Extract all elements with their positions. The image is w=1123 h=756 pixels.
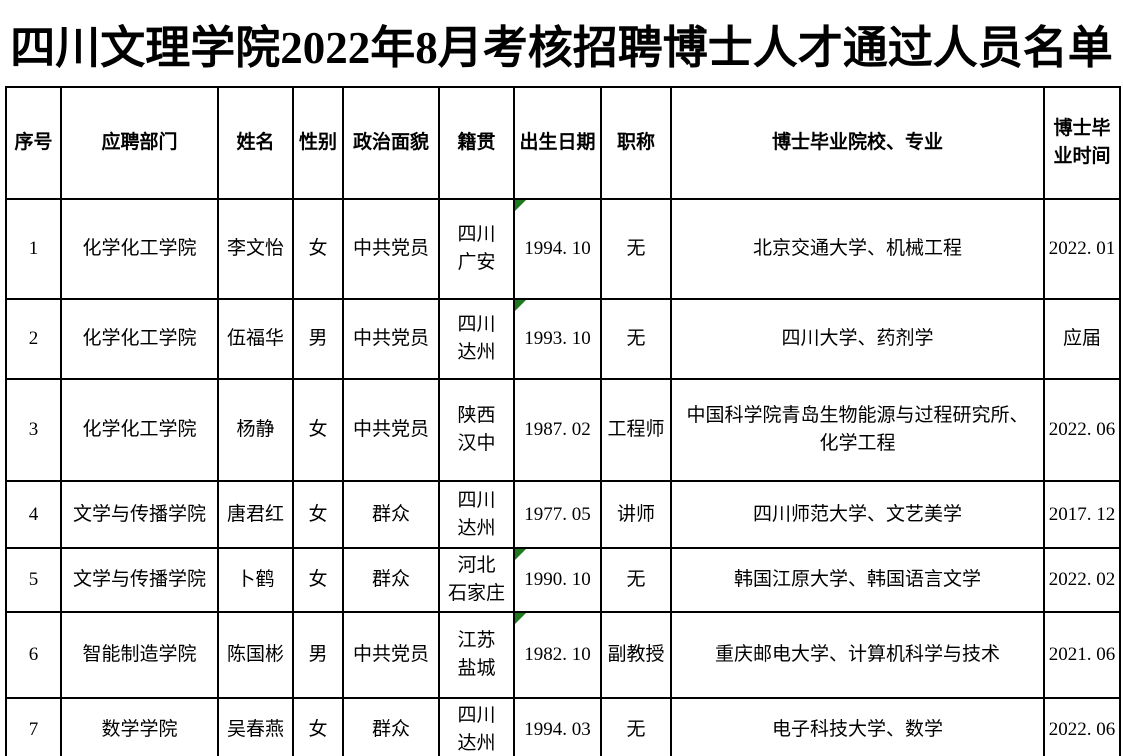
table-row: 4 文学与传播学院 唐君红 女 群众 四川 达州 1977. 05 讲师 四川师… (5, 480, 1121, 549)
cell-birth-date: 1994. 03 (513, 697, 602, 756)
cell-birth-date: 1977. 05 (513, 480, 602, 549)
cell-no: 7 (5, 697, 62, 756)
cell-gender: 女 (292, 547, 344, 613)
cell-political-status: 中共党员 (342, 298, 440, 380)
cell-birth-date: 1982. 10 (513, 611, 602, 699)
cell-gender: 女 (292, 480, 344, 549)
recruitment-roster-table: 序号 应聘部门 姓名 性别 政治面貌 籍贯 出生日期 职称 博士毕业院校、专业 … (5, 86, 1121, 756)
cell-birth-date: 1994. 10 (513, 198, 602, 300)
col-header-phd-grad-time: 博士毕 业时间 (1043, 86, 1121, 200)
cell-name: 李文怡 (217, 198, 294, 300)
cell-title: 无 (600, 547, 672, 613)
cell-no: 6 (5, 611, 62, 699)
cell-phd-grad-time: 2022. 06 (1043, 697, 1121, 756)
cell-name: 唐君红 (217, 480, 294, 549)
cell-political-status: 中共党员 (342, 198, 440, 300)
table-row: 5 文学与传播学院 卜鹤 女 群众 河北 石家庄 1990. 10 无 韩国江原… (5, 547, 1121, 613)
cell-native-place: 河北 石家庄 (438, 547, 515, 613)
excel-flag-triangle (516, 301, 526, 311)
cell-gender: 女 (292, 697, 344, 756)
cell-no: 2 (5, 298, 62, 380)
cell-phd-grad-time: 2021. 06 (1043, 611, 1121, 699)
cell-department: 化学化工学院 (60, 298, 219, 380)
cell-name: 卜鹤 (217, 547, 294, 613)
cell-title: 无 (600, 298, 672, 380)
cell-department: 数学学院 (60, 697, 219, 756)
col-header-no: 序号 (5, 86, 62, 200)
cell-native-place: 江苏 盐城 (438, 611, 515, 699)
cell-political-status: 中共党员 (342, 378, 440, 482)
table-row: 3 化学化工学院 杨静 女 中共党员 陕西 汉中 1987. 02 工程师 中国… (5, 378, 1121, 482)
cell-gender: 男 (292, 298, 344, 380)
cell-department: 智能制造学院 (60, 611, 219, 699)
cell-birth-date: 1993. 10 (513, 298, 602, 380)
cell-native-place: 四川 广安 (438, 198, 515, 300)
col-header-political-status: 政治面貌 (342, 86, 440, 200)
cell-department: 化学化工学院 (60, 378, 219, 482)
col-header-department: 应聘部门 (60, 86, 219, 200)
cell-phd-school-major: 韩国江原大学、韩国语言文学 (670, 547, 1045, 613)
cell-political-status: 群众 (342, 547, 440, 613)
cell-title: 讲师 (600, 480, 672, 549)
excel-flag-triangle (516, 550, 526, 560)
cell-title: 无 (600, 198, 672, 300)
cell-political-status: 群众 (342, 697, 440, 756)
cell-phd-grad-time: 2022. 01 (1043, 198, 1121, 300)
cell-name: 吴春燕 (217, 697, 294, 756)
cell-phd-school-major: 四川大学、药剂学 (670, 298, 1045, 380)
cell-gender: 女 (292, 378, 344, 482)
cell-phd-school-major: 电子科技大学、数学 (670, 697, 1045, 756)
cell-title: 无 (600, 697, 672, 756)
cell-no: 4 (5, 480, 62, 549)
table-row: 2 化学化工学院 伍福华 男 中共党员 四川 达州 1993. 10 无 四川大… (5, 298, 1121, 380)
cell-political-status: 中共党员 (342, 611, 440, 699)
cell-native-place: 陕西 汉中 (438, 378, 515, 482)
table-row: 6 智能制造学院 陈国彬 男 中共党员 江苏 盐城 1982. 10 副教授 重… (5, 611, 1121, 699)
cell-phd-grad-time: 2022. 06 (1043, 378, 1121, 482)
col-header-name: 姓名 (217, 86, 294, 200)
cell-birth-date: 1987. 02 (513, 378, 602, 482)
cell-department: 化学化工学院 (60, 198, 219, 300)
cell-phd-grad-time: 2017. 12 (1043, 480, 1121, 549)
table-row: 1 化学化工学院 李文怡 女 中共党员 四川 广安 1994. 10 无 北京交… (5, 198, 1121, 300)
cell-phd-grad-time: 2022. 02 (1043, 547, 1121, 613)
table-row: 7 数学学院 吴春燕 女 群众 四川 达州 1994. 03 无 电子科技大学、… (5, 697, 1121, 756)
excel-flag-triangle (516, 201, 526, 211)
cell-gender: 男 (292, 611, 344, 699)
header-row: 序号 应聘部门 姓名 性别 政治面貌 籍贯 出生日期 职称 博士毕业院校、专业 … (5, 86, 1121, 200)
col-header-birth-date: 出生日期 (513, 86, 602, 200)
page-title: 四川文理学院2022年8月考核招聘博士人才通过人员名单 (10, 22, 1113, 73)
cell-phd-school-major: 四川师范大学、文艺美学 (670, 480, 1045, 549)
cell-title: 工程师 (600, 378, 672, 482)
cell-native-place: 四川 达州 (438, 697, 515, 756)
cell-no: 5 (5, 547, 62, 613)
cell-phd-school-major: 重庆邮电大学、计算机科学与技术 (670, 611, 1045, 699)
excel-flag-triangle (516, 614, 526, 624)
cell-name: 陈国彬 (217, 611, 294, 699)
cell-name: 杨静 (217, 378, 294, 482)
cell-political-status: 群众 (342, 480, 440, 549)
col-header-title: 职称 (600, 86, 672, 200)
cell-no: 3 (5, 378, 62, 482)
cell-phd-school-major: 北京交通大学、机械工程 (670, 198, 1045, 300)
cell-name: 伍福华 (217, 298, 294, 380)
cell-birth-date: 1990. 10 (513, 547, 602, 613)
col-header-phd-school-major: 博士毕业院校、专业 (670, 86, 1045, 200)
cell-phd-grad-time: 应届 (1043, 298, 1121, 380)
cell-title: 副教授 (600, 611, 672, 699)
cell-gender: 女 (292, 198, 344, 300)
col-header-native-place: 籍贯 (438, 86, 515, 200)
cell-department: 文学与传播学院 (60, 547, 219, 613)
cell-no: 1 (5, 198, 62, 300)
cell-department: 文学与传播学院 (60, 480, 219, 549)
cell-native-place: 四川 达州 (438, 298, 515, 380)
cell-phd-school-major: 中国科学院青岛生物能源与过程研究所、 化学工程 (670, 378, 1045, 482)
cell-native-place: 四川 达州 (438, 480, 515, 549)
col-header-gender: 性别 (292, 86, 344, 200)
